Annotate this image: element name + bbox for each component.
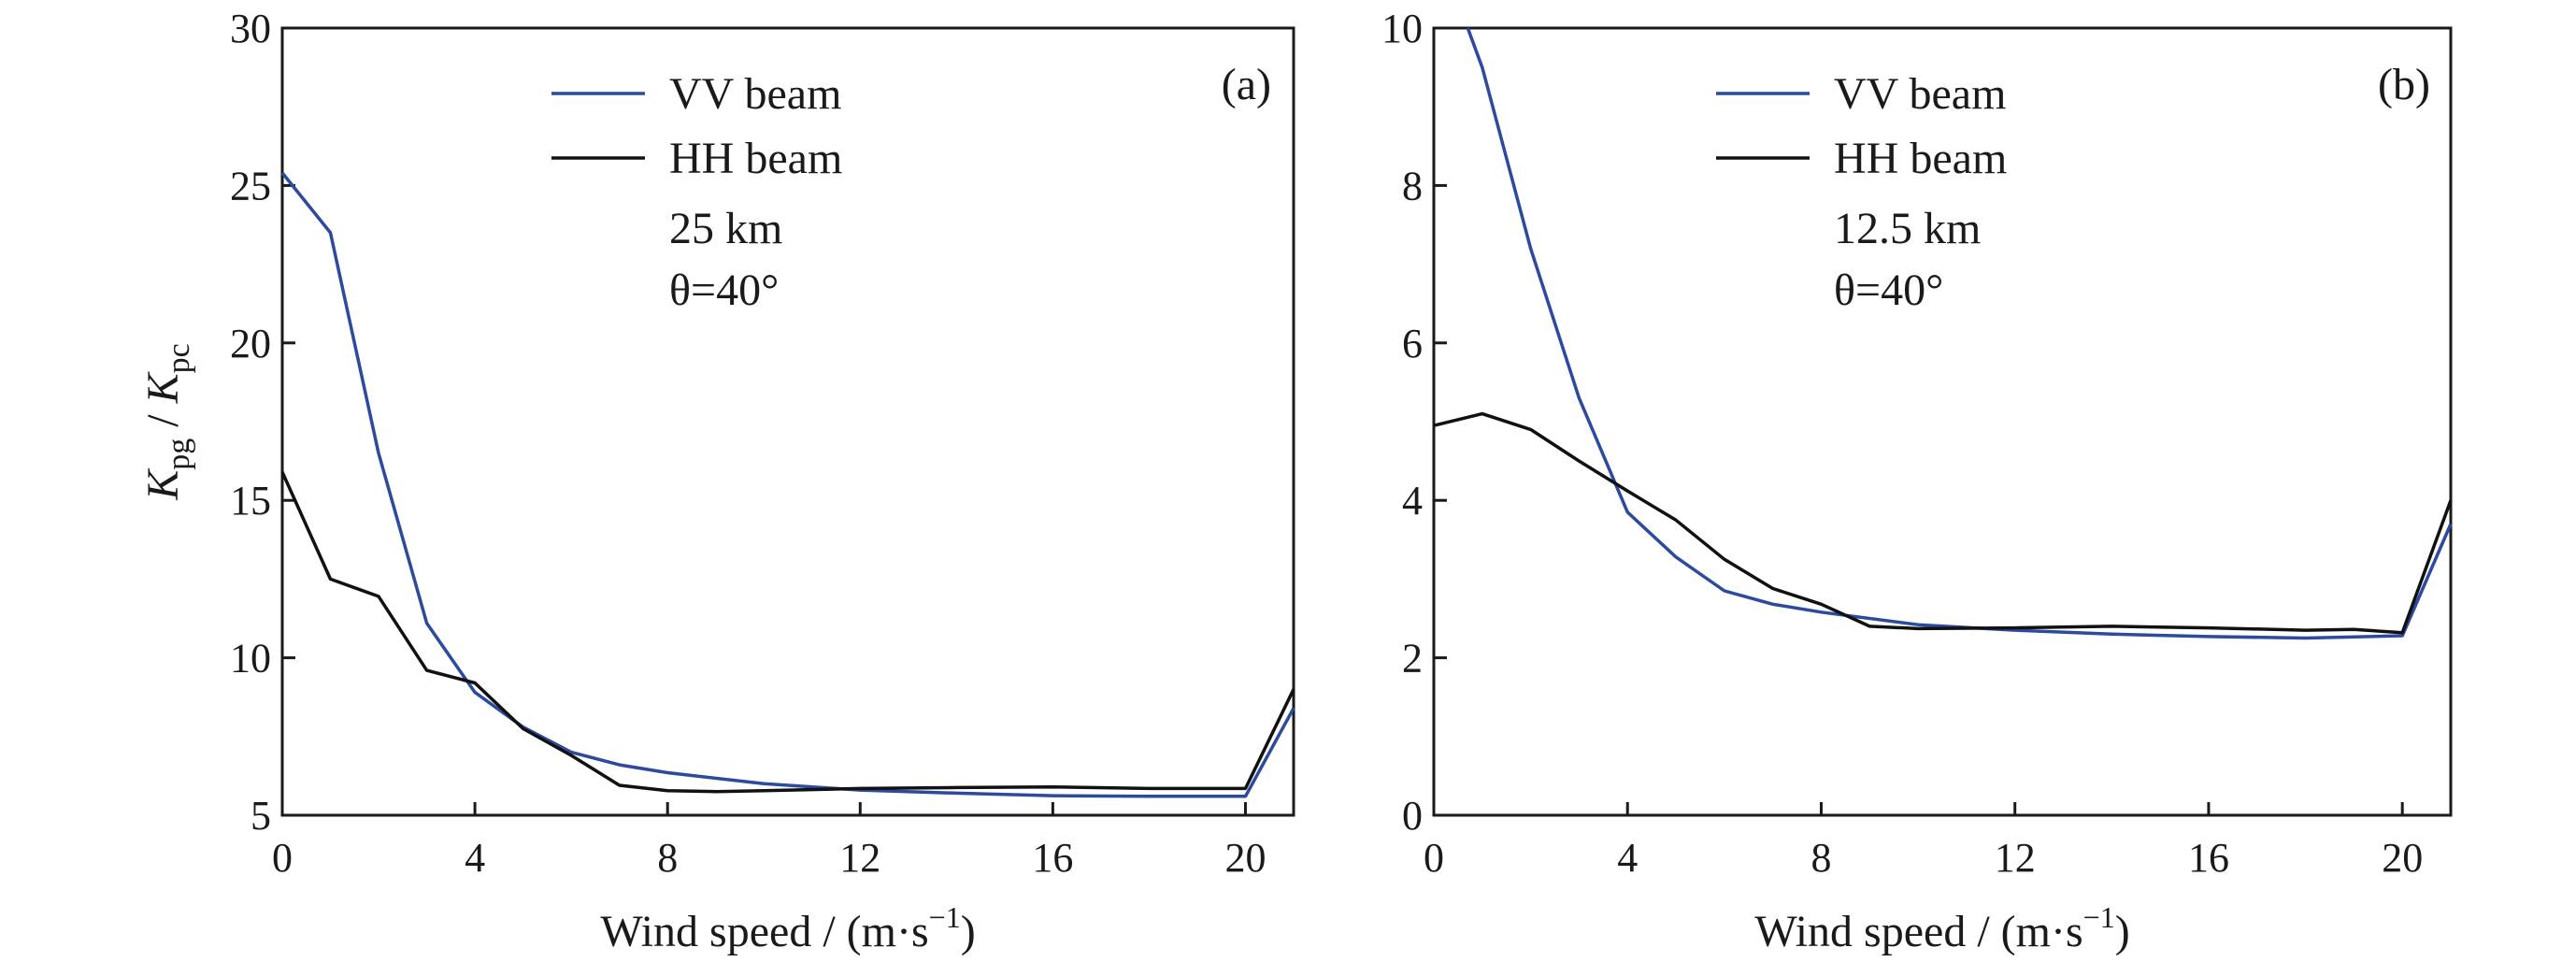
x-axis-label: Wind speed / (m·s−1) [600, 900, 975, 956]
series-line-hh-beam [1433, 411, 2453, 635]
series-line-hh-beam [280, 471, 1295, 794]
axis-ticks [280, 26, 1247, 817]
x-tick-label: 16 [2188, 835, 2229, 881]
y-tick-label: 4 [1402, 478, 1423, 524]
y-axis-label: Kpg / Kpc [138, 343, 196, 500]
series-line-vv-beam [1466, 27, 2453, 640]
annotation-resolution: 25 km [669, 204, 782, 253]
plot-frame [280, 26, 1295, 817]
panel-label: (a) [1222, 60, 1271, 109]
x-tick-label: 8 [657, 835, 678, 881]
axis-ticks [1432, 26, 2404, 817]
x-tick-label: 8 [1810, 835, 1831, 881]
y-tick-labels: 5 10 15 20 25 30 [230, 6, 271, 839]
legend-label-vv: VV beam [1834, 69, 2006, 119]
annotation-incidence-angle: θ=40° [1834, 266, 1943, 315]
annotation-resolution: 12.5 km [1834, 204, 1981, 253]
y-tick-label: 8 [1402, 163, 1423, 208]
series-line-vv-beam [280, 171, 1295, 798]
y-tick-label: 6 [1402, 321, 1423, 366]
y-tick-labels: 0 2 4 6 8 10 [1381, 6, 1423, 839]
x-tick-label: 4 [1617, 835, 1638, 881]
series-lines [280, 171, 1295, 798]
y-tick-label: 2 [1402, 636, 1423, 682]
legend-label-hh: HH beam [1834, 134, 2007, 183]
legend-label-hh: HH beam [669, 134, 842, 183]
panel-label: (b) [2378, 60, 2430, 109]
y-tick-label: 25 [230, 163, 271, 208]
series-lines [1433, 27, 2453, 640]
x-tick-label: 20 [2382, 835, 2423, 881]
y-tick-label: 5 [250, 793, 271, 839]
y-tick-label: 10 [1381, 6, 1423, 51]
x-tick-labels: 0 4 8 12 16 20 [272, 835, 1266, 881]
legend-label-vv: VV beam [669, 69, 841, 119]
y-tick-label: 10 [230, 636, 271, 682]
x-tick-label: 12 [1995, 835, 2036, 881]
y-tick-label: 15 [230, 478, 271, 524]
x-tick-label: 0 [272, 835, 293, 881]
x-axis-label: Wind speed / (m·s−1) [1754, 900, 2129, 956]
y-tick-label: 20 [230, 321, 271, 366]
x-tick-labels: 0 4 8 12 16 20 [1424, 835, 2423, 881]
legend: VV beam HH beam [551, 69, 842, 183]
x-tick-label: 16 [1032, 835, 1073, 881]
y-tick-label: 30 [230, 6, 271, 51]
x-tick-label: 12 [839, 835, 880, 881]
x-tick-label: 0 [1424, 835, 1444, 881]
chart-panel-b: 0 2 4 6 8 10 0 4 8 12 16 20 (b) VV beam HH beam 12… [1381, 6, 2453, 956]
annotation-incidence-angle: θ=40° [669, 266, 779, 315]
y-tick-label: 0 [1402, 793, 1423, 839]
plot-frame [1432, 26, 2453, 817]
x-tick-label: 4 [465, 835, 485, 881]
x-tick-label: 20 [1224, 835, 1266, 881]
chart-panel-a: 5 10 15 20 25 30 0 4 8 12 16 20 (a) VV beam HH bea… [138, 6, 1295, 956]
legend: VV beam HH beam [1716, 69, 2007, 183]
